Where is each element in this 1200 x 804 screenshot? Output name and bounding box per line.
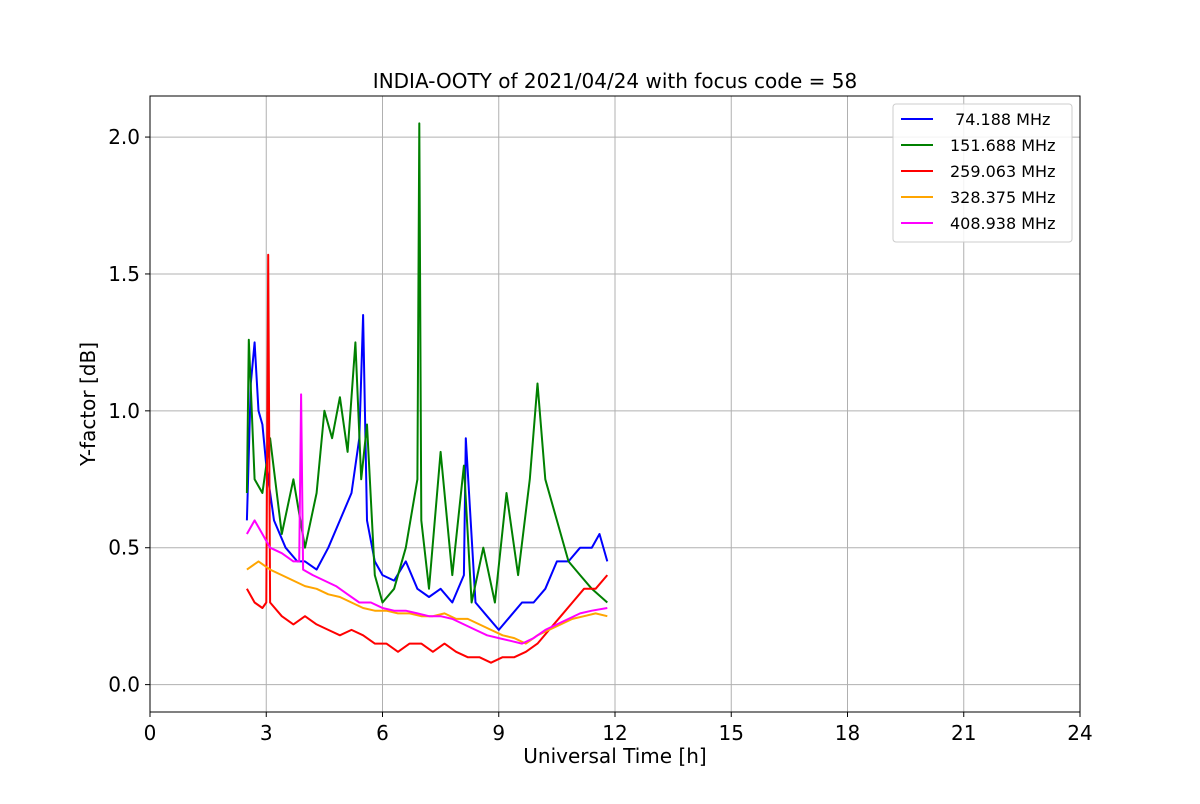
- x-tick-label: 6: [376, 721, 389, 745]
- x-tick-label: 3: [260, 721, 273, 745]
- y-tick-label: 1.0: [108, 399, 140, 423]
- legend: 74.188 MHz 151.688 MHz 259.063 MHz 328.375 …: [892, 103, 1073, 243]
- x-tick-label: 21: [951, 721, 976, 745]
- legend-label: 74.188 MHz: [950, 110, 1050, 129]
- y-ticks: 0.0 0.5 1.0 1.5 2.0: [108, 125, 150, 697]
- x-tick-label: 12: [602, 721, 627, 745]
- x-tick-label: 0: [144, 721, 157, 745]
- legend-label: 328.375 MHz: [950, 188, 1055, 207]
- y-tick-label: 0.0: [108, 673, 140, 697]
- chart-title: INDIA-OOTY of 2021/04/24 with focus code…: [373, 69, 857, 93]
- x-ticks: 0 3 6 9 12 15 18 21 24: [144, 712, 1093, 745]
- x-tick-label: 18: [835, 721, 860, 745]
- series-line-4: [246, 393, 608, 645]
- x-tick-label: 24: [1067, 721, 1092, 745]
- legend-label: 151.688 MHz: [950, 136, 1055, 155]
- y-axis-label: Y-factor [dB]: [76, 342, 100, 467]
- series-group: [245, 122, 609, 664]
- y-tick-label: 2.0: [108, 125, 140, 149]
- y-tick-label: 0.5: [108, 536, 140, 560]
- x-tick-label: 9: [492, 721, 505, 745]
- legend-label: 259.063 MHz: [950, 162, 1055, 181]
- legend-box: [892, 103, 1073, 243]
- x-tick-label: 15: [719, 721, 744, 745]
- series-line-2: [246, 253, 609, 664]
- legend-label: 408.938 MHz: [950, 214, 1055, 233]
- y-tick-label: 1.5: [108, 262, 140, 286]
- x-axis-label: Universal Time [h]: [523, 744, 706, 768]
